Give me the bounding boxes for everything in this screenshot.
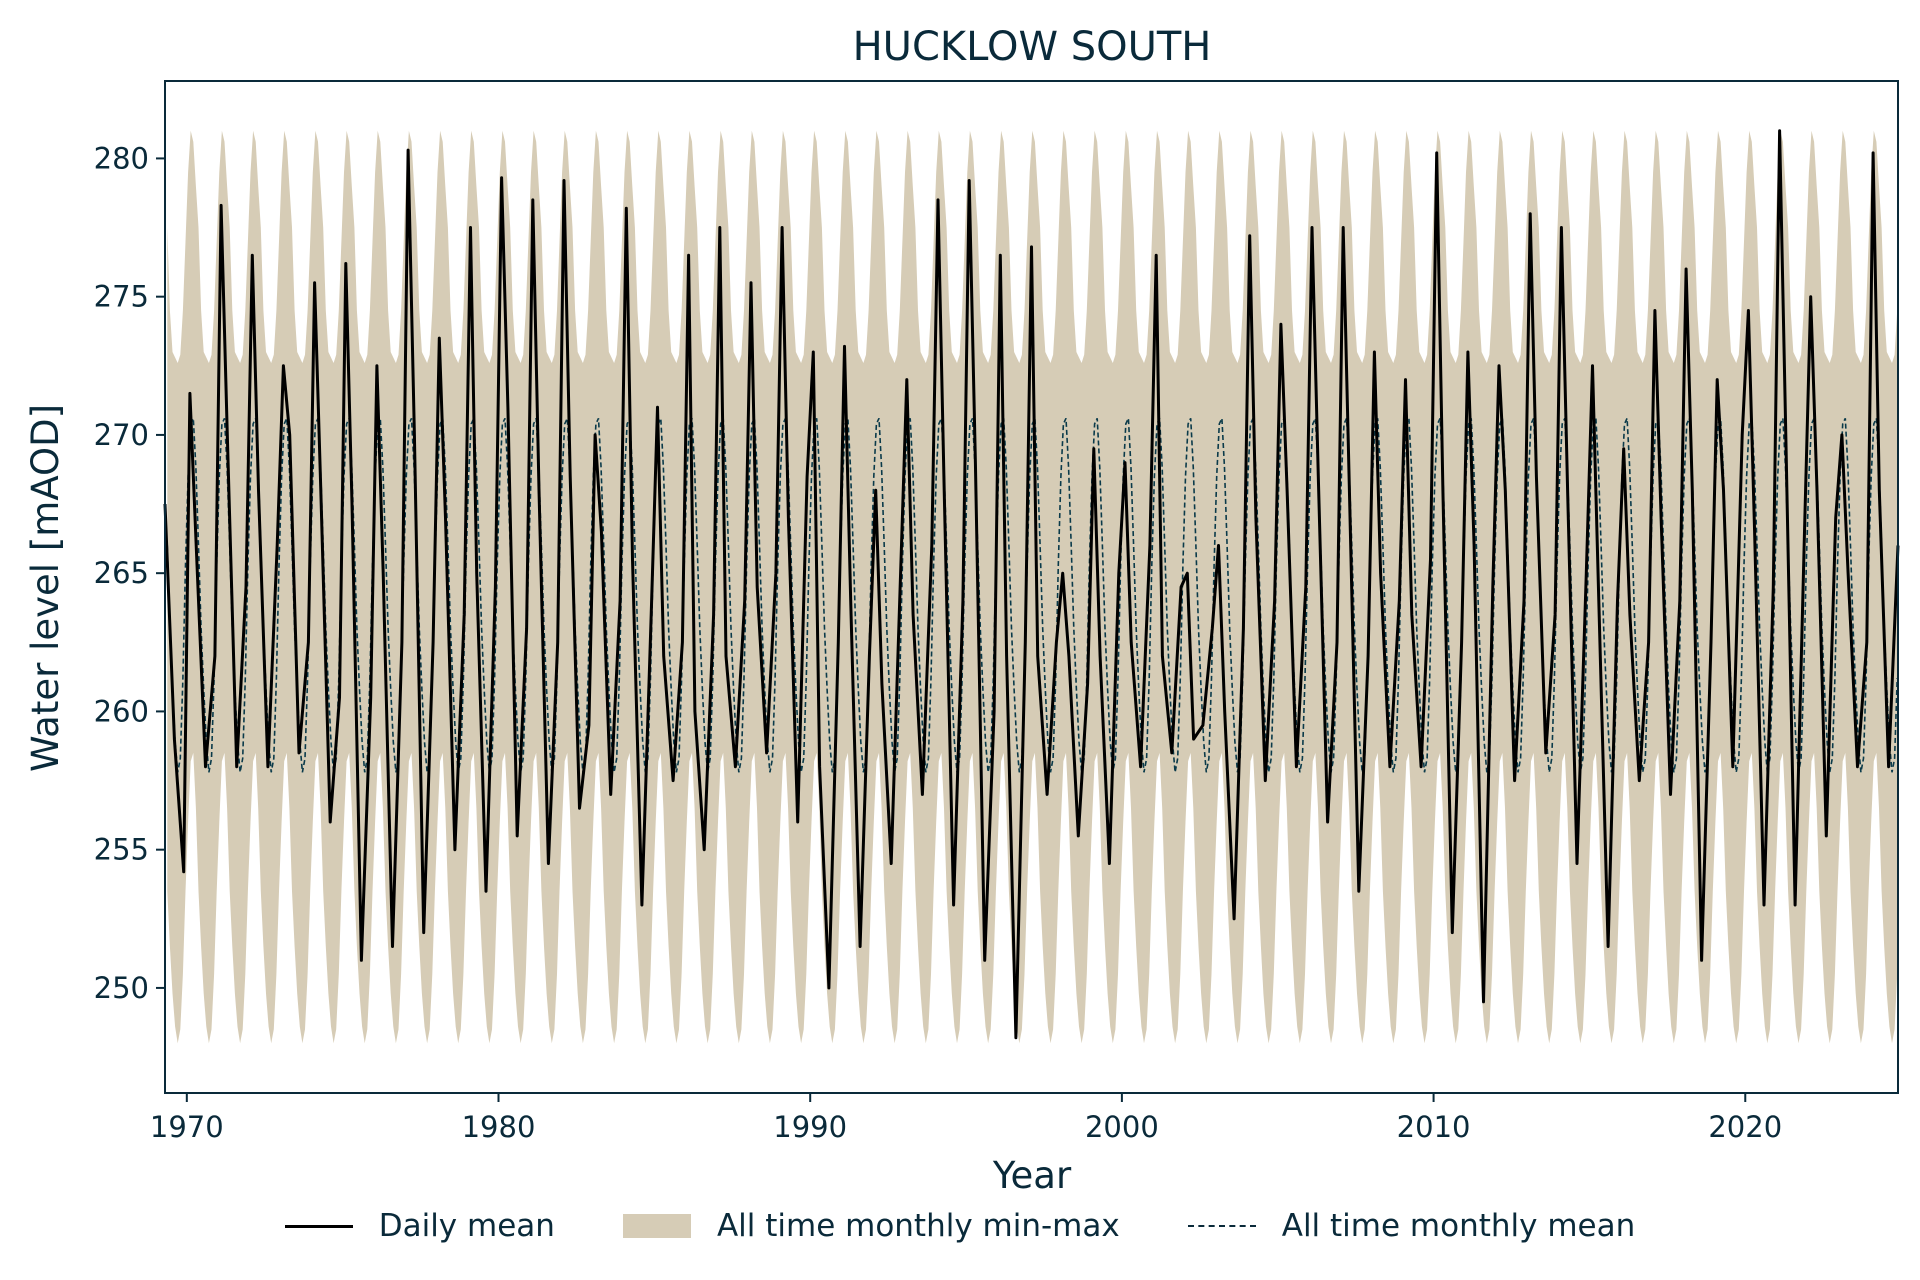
x-axis-ticks: 1970 1980 1990 2000 2010 2020 (150, 1093, 1782, 1144)
legend-swatch-dashed-line (1187, 1225, 1256, 1227)
legend-swatch-band (622, 1214, 691, 1238)
legend-label-min-max: All time monthly min-max (716, 1208, 1120, 1244)
legend-item-min-max: All time monthly min-max (622, 1208, 1120, 1244)
chart-legend: Daily mean All time monthly min-max All … (0, 1196, 1920, 1256)
plot-area-frame (164, 80, 1899, 1094)
x-tick-label: 2000 (1085, 1110, 1159, 1144)
legend-label-daily-mean: Daily mean (378, 1208, 555, 1244)
legend-item-daily-mean: Daily mean (284, 1208, 555, 1244)
legend-item-monthly-mean: All time monthly mean (1187, 1208, 1636, 1244)
y-axis-ticks: 250 255 260 265 270 275 280 (94, 141, 165, 1005)
legend-swatch-solid-line (284, 1224, 353, 1228)
daily-mean-line (163, 129, 1900, 1040)
chart-title: HUCKLOW SOUTH (853, 24, 1212, 70)
x-tick-label: 2010 (1397, 1110, 1471, 1144)
y-tick-label: 260 (94, 694, 149, 728)
y-tick-label: 265 (94, 556, 149, 590)
y-axis-label: Water level [mAOD] (24, 404, 67, 772)
x-axis-label: Year (992, 1154, 1072, 1197)
y-tick-label: 250 (94, 971, 149, 1005)
monthly-min-max-band (167, 130, 1898, 1044)
min-max-band-area (167, 130, 1898, 1044)
y-tick-label: 275 (94, 280, 149, 314)
y-tick-label: 280 (94, 141, 149, 175)
x-tick-label: 1990 (773, 1110, 847, 1144)
legend-label-monthly-mean: All time monthly mean (1281, 1208, 1636, 1244)
y-tick-label: 270 (94, 418, 149, 452)
daily-mean-series-line (163, 129, 1900, 1040)
x-tick-label: 2020 (1708, 1110, 1782, 1144)
x-tick-label: 1980 (462, 1110, 536, 1144)
monthly-mean-series-line (166, 417, 1898, 773)
x-tick-label: 1970 (150, 1110, 224, 1144)
y-tick-label: 255 (94, 833, 149, 867)
monthly-mean-line (166, 417, 1898, 773)
